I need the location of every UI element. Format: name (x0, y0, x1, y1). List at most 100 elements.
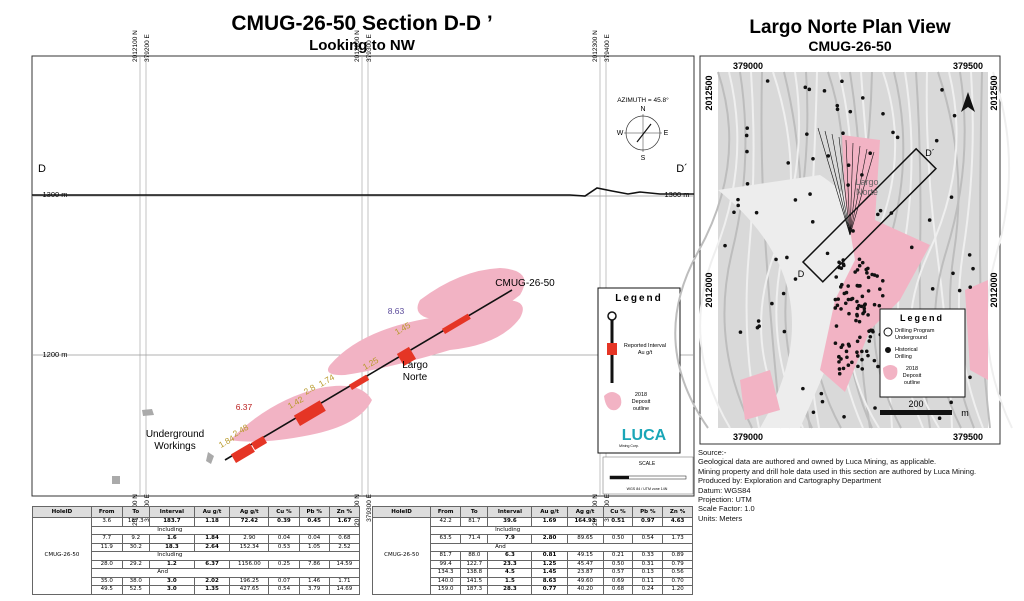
source-line: Geological data are authored and owned b… (698, 457, 937, 467)
scale-box (602, 456, 694, 495)
drill-collar (863, 302, 867, 306)
cell: 1.67 (328, 517, 361, 527)
grid-label: 2012100 N (132, 30, 139, 62)
cell: 49.5 (90, 585, 123, 595)
drill-collar (968, 285, 973, 289)
zone-label: Norte (856, 187, 878, 197)
section-end: D´ (676, 163, 688, 175)
cell: 3.0 (149, 585, 195, 595)
cell: 0.56 (662, 568, 693, 578)
drill-trace (824, 130, 851, 236)
table-row: CMUG-26-50 42.2 81.7 39.6 1.69 164.93 0.51 0.97… (371, 517, 693, 595)
cell: 0.68 (602, 585, 634, 595)
grid-label: 2012200 N (354, 30, 361, 62)
source-line: Source:- (698, 448, 727, 457)
drill-collar (745, 149, 749, 154)
legend-text: Drilling Program (895, 328, 935, 334)
drill-collar (840, 282, 844, 287)
deposit-area (740, 280, 988, 420)
drill-collar (865, 271, 869, 275)
cell: 3.79 (298, 585, 330, 595)
scale-label: m (961, 408, 969, 418)
drill-collar (853, 270, 857, 274)
cell: 0.51 (602, 517, 634, 527)
header-cell: HoleID (32, 506, 92, 518)
qualifier: And (90, 568, 361, 578)
drill-collar (864, 349, 869, 354)
drill-collar (860, 294, 865, 299)
drill-collar (847, 311, 851, 316)
legend-text: Underground (895, 335, 927, 341)
drill-collar (736, 197, 740, 202)
cell: 1.6 (149, 534, 195, 544)
drill-collar (736, 203, 740, 208)
grid-label: 379400 E (604, 34, 611, 62)
source-line: Datum: WGS84 (698, 485, 751, 495)
table-row: 159.0 187.3 28.3 0.77 40.20 0.68 0.24 1.20 (373, 585, 693, 595)
table-row: 28.0 29.2 1.2 6.37 1156.00 0.25 7.86 14.59 (33, 559, 361, 569)
drill-collar (881, 112, 885, 116)
drill-collar (793, 198, 798, 202)
map-relief (723, 71, 753, 429)
cell: 187.3 (121, 517, 151, 527)
drill-collar (859, 304, 864, 309)
drill-collar (837, 260, 841, 265)
cell: 28.3 (487, 585, 533, 595)
source-notes: Source:- Geological data are authored and… (698, 448, 976, 523)
scale-label: 200 (908, 399, 923, 409)
section-subtitle: Looking to NW (309, 37, 416, 54)
hole-id: CMUG-26-50 (32, 517, 92, 595)
header-cell: Ag g/t (229, 506, 270, 518)
drill-collar (835, 107, 840, 112)
drill-collar (849, 297, 853, 302)
drill-collar (855, 339, 860, 344)
cell: 0.07 (268, 576, 300, 586)
drill-collar (860, 367, 865, 371)
drill-collar (765, 79, 770, 83)
cell: 49.60 (566, 576, 604, 586)
drill-collar (856, 364, 860, 369)
drill-collar (782, 329, 787, 334)
cell: 187.3 (460, 585, 489, 595)
drill-collar (858, 335, 862, 340)
header-cell: Au g/t (531, 506, 568, 518)
header-cell: To (121, 506, 151, 518)
cell: 159.0 (430, 585, 462, 595)
cell: 0.57 (602, 568, 634, 578)
cell: 1.05 (298, 542, 330, 552)
drill-collar (860, 357, 864, 362)
qualifier: Including (430, 525, 693, 535)
cell: 23.3 (487, 559, 533, 569)
drill-collar (930, 287, 935, 291)
cell: 0.13 (632, 568, 664, 578)
cell: 1.71 (328, 576, 361, 586)
section-title: CMUG-26-50 Section D-D ’ (231, 12, 492, 35)
drill-collar (825, 251, 830, 256)
cell: 0.54 (632, 534, 664, 544)
drill-collar (940, 88, 944, 92)
cell: 7.7 (90, 534, 123, 544)
drill-collar (811, 156, 815, 161)
cell: 1.84 (193, 534, 231, 544)
drill-trace (849, 151, 875, 236)
reported-interval (230, 443, 255, 463)
header-cell: Interval (149, 506, 195, 518)
compass-letter: W (617, 130, 624, 137)
easting-label: 379000 (733, 61, 763, 71)
drill-collar (872, 358, 877, 363)
legend-symbol (607, 311, 617, 321)
cell: 38.0 (121, 576, 151, 586)
easting-label: 379500 (953, 432, 983, 442)
header-cell: Au g/t (193, 506, 231, 518)
header-cell: Ag g/t (566, 506, 604, 518)
drill-collar (757, 324, 761, 328)
elevation-label: 1200 m (42, 350, 67, 359)
cell: 40.20 (566, 585, 604, 595)
intercept-label: 6.37 (236, 402, 253, 412)
northing-label: 2012500 (989, 75, 999, 110)
cell: 140.0 (430, 576, 462, 586)
drill-collar (862, 309, 867, 314)
cell: 30.2 (121, 542, 151, 552)
drill-collar (785, 255, 789, 260)
